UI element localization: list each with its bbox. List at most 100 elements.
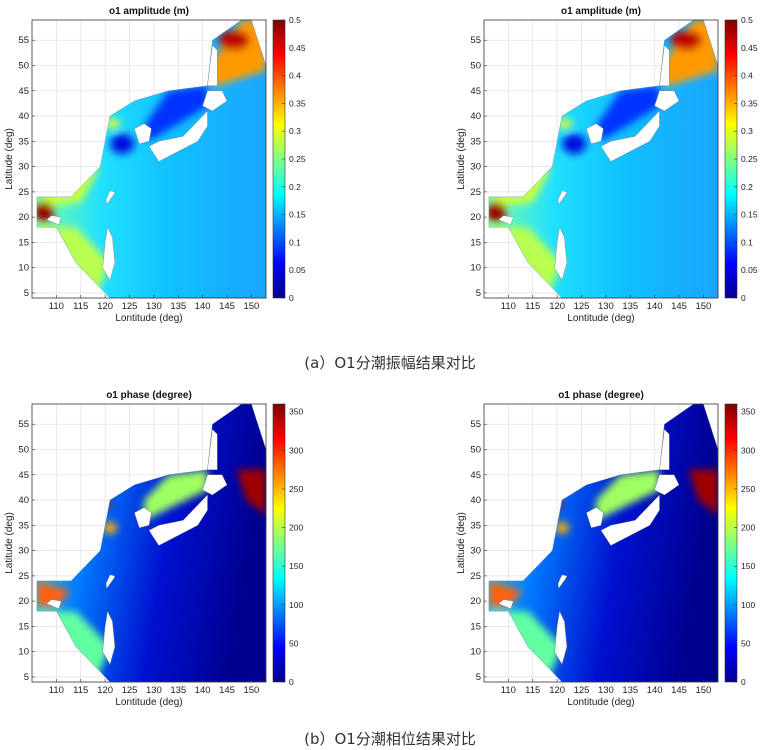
land-sakhalin	[659, 428, 670, 470]
y-tick-label: 35	[18, 136, 29, 147]
x-axis-label: Lontitude (deg)	[567, 313, 634, 324]
colorbar-tick-label: 300	[289, 445, 303, 455]
x-tick-label: 150	[243, 301, 259, 312]
x-tick-label: 135	[622, 685, 638, 696]
japan-sea-phase	[144, 469, 208, 521]
chart-title: o1 phase (degree)	[558, 390, 644, 401]
y-tick-label: 30	[470, 546, 481, 557]
colorbar-tick-label: 0.35	[289, 98, 306, 108]
x-axis-label: Lontitude (deg)	[567, 697, 634, 708]
chart-title: o1 amplitude (m)	[109, 6, 189, 17]
colorbar-tick-label: 0.3	[289, 126, 301, 136]
y-tick-label: 20	[18, 212, 29, 223]
colorbar-tick-label: 0.4	[741, 71, 753, 81]
land-hainan	[46, 215, 62, 225]
y-axis-label: Latitude (deg)	[4, 128, 15, 190]
colorbar-tick-label: 0.45	[741, 43, 758, 53]
x-tick-label: 135	[622, 301, 638, 312]
kuril-phase	[688, 469, 718, 516]
x-tick-label: 120	[97, 301, 113, 312]
axes-box	[31, 403, 267, 683]
colorbar-tick-label: 0.1	[741, 237, 753, 247]
caption-amplitude: (a）O1分潮振幅结果对比	[304, 354, 476, 372]
y-tick-label: 30	[470, 162, 481, 173]
x-tick-label: 125	[574, 301, 590, 312]
y-tick-label: 15	[18, 237, 29, 248]
land-philippines	[102, 226, 116, 281]
land-hainan	[46, 599, 62, 609]
colorbar-tick-label: 200	[289, 523, 303, 533]
colorbar-tick-label: 0.5	[289, 15, 301, 25]
amphidrome-yellow-sea	[110, 133, 135, 154]
land-philippines	[102, 610, 116, 665]
colorbar-tick-label: 0	[289, 293, 294, 303]
x-tick-label: 135	[170, 685, 186, 696]
y-tick-label: 35	[470, 520, 481, 531]
x-tick-label: 145	[219, 685, 235, 696]
colorbar-tick-label: 250	[741, 484, 755, 494]
land-korea	[586, 507, 604, 529]
land-taiwan	[105, 574, 116, 590]
land-japan	[600, 110, 660, 162]
colorbar-tick-label: 0.2	[289, 182, 301, 192]
caption-phase: (b）O1分潮相位结果对比	[304, 730, 476, 748]
colorbar-tick-label: 0.15	[741, 210, 758, 220]
land-japan	[600, 494, 660, 546]
land-taiwan	[105, 190, 116, 206]
x-tick-label: 130	[146, 301, 162, 312]
land-japan	[148, 110, 208, 162]
y-tick-label: 20	[18, 596, 29, 607]
colorbar-tick-label: 150	[289, 561, 303, 571]
colorbar-tick-label: 150	[741, 561, 755, 571]
colorbar-tick-label: 100	[289, 600, 303, 610]
y-axis-label: Latitude (deg)	[4, 512, 15, 574]
x-tick-label: 145	[671, 301, 687, 312]
x-tick-label: 115	[73, 685, 88, 696]
x-tick-label: 115	[525, 301, 540, 312]
okhotsk-high	[654, 20, 718, 86]
y-tick-label: 10	[470, 647, 481, 658]
x-axis-label: Lontitude (deg)	[115, 313, 182, 324]
y-tick-label: 25	[18, 571, 29, 582]
land-hokkaido	[202, 474, 228, 496]
y-tick-label: 50	[470, 444, 481, 455]
x-tick-label: 135	[170, 301, 186, 312]
colorbar-tick-label: 0	[289, 677, 294, 687]
okhotsk-max	[670, 30, 703, 51]
colorbar-tick-label: 0.1	[289, 237, 301, 247]
x-tick-label: 145	[219, 301, 235, 312]
colorbar-tick-label: 0.45	[289, 43, 306, 53]
axes-box	[483, 403, 719, 683]
y-axis-label: Latitude (deg)	[456, 128, 467, 190]
x-tick-label: 130	[146, 685, 162, 696]
x-tick-label: 110	[501, 685, 516, 696]
colorbar-tick-label: 250	[289, 484, 303, 494]
colorbar-tick-label: 200	[741, 523, 755, 533]
japan-sea-phase	[596, 469, 660, 521]
land-korea	[586, 123, 604, 145]
colorbar-tick-label: 0.05	[289, 265, 306, 275]
y-tick-label: 40	[18, 111, 29, 122]
colorbar-tick-label: 0.35	[741, 98, 758, 108]
chart-amplitude-left: 110 115 120 125 130 135 140 145 150 5 10 15 20 25 30 35…	[0, 0, 326, 345]
y-tick-label: 20	[470, 212, 481, 223]
colorbar-tick-label: 0.4	[289, 71, 301, 81]
x-tick-label: 120	[549, 685, 565, 696]
y-tick-label: 40	[470, 111, 481, 122]
land-philippines	[554, 226, 568, 281]
x-tick-label: 110	[49, 685, 64, 696]
y-tick-label: 55	[18, 419, 29, 430]
gulf-tonkin-max	[488, 202, 507, 223]
colorbar-tick-label: 0.15	[289, 210, 306, 220]
y-tick-label: 15	[18, 621, 29, 632]
colorbar-tick-label: 300	[741, 445, 755, 455]
axes-box	[31, 19, 267, 299]
colorbar-tick-label: 0	[741, 293, 746, 303]
colorbar-tick-label: 100	[741, 600, 755, 610]
y-tick-label: 25	[470, 571, 481, 582]
x-tick-label: 115	[73, 301, 88, 312]
chart-phase-right: 110 115 120 125 130 135 140 145 150 5 10 15 20 25 30 35…	[452, 384, 778, 729]
colorbar-tick-label: 0.25	[741, 154, 758, 164]
x-tick-label: 140	[195, 685, 211, 696]
colorbar-tick-label: 0.2	[741, 182, 753, 192]
